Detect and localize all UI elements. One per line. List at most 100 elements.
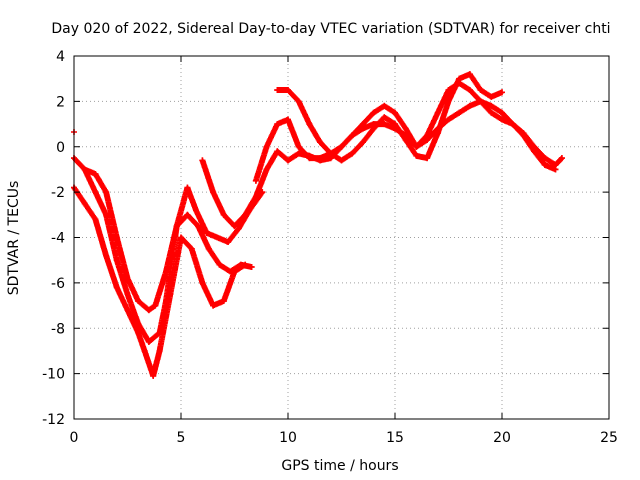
series-trace [252, 80, 559, 184]
data-point [252, 177, 259, 184]
data-point [184, 211, 191, 218]
data-point [552, 166, 559, 173]
data-point [231, 268, 238, 275]
data-point [456, 75, 463, 82]
data-point [113, 257, 120, 264]
data-point [192, 207, 199, 214]
data-point [81, 166, 88, 173]
data-point [252, 193, 259, 200]
data-point [306, 121, 313, 128]
data-point [541, 161, 548, 168]
data-point [263, 166, 270, 173]
x-tick-label: 5 [177, 430, 186, 446]
series-trace-3 [81, 166, 266, 345]
data-point [103, 211, 110, 218]
data-point [103, 252, 110, 259]
data-point [520, 132, 527, 139]
data-point [145, 338, 152, 345]
data-point [477, 98, 484, 105]
y-tick-label: -4 [51, 231, 65, 247]
data-point [156, 329, 163, 336]
data-point [445, 116, 452, 123]
y-tick-label: -2 [51, 185, 65, 201]
y-tick-label: -12 [42, 412, 65, 428]
data-point [402, 125, 409, 132]
data-point [285, 116, 291, 123]
data-point [327, 150, 334, 157]
data-point [225, 239, 232, 246]
data-point [145, 307, 152, 314]
data-point [150, 372, 157, 379]
data-point [103, 189, 110, 196]
data-point [81, 200, 88, 207]
data-point [295, 150, 302, 157]
x-tick-label: 20 [493, 430, 511, 446]
x-tick-label: 0 [70, 430, 79, 446]
data-point [466, 71, 473, 78]
data-point [541, 155, 548, 162]
data-point [359, 139, 366, 146]
x-tick-label: 25 [600, 430, 618, 446]
data-point [231, 223, 238, 230]
data-point [466, 87, 473, 94]
data-point [214, 234, 221, 241]
data-point [370, 125, 377, 132]
data-point [274, 148, 281, 155]
data-point [92, 170, 99, 177]
y-tick-label: 0 [56, 140, 65, 156]
data-point [124, 291, 131, 298]
data-point [135, 298, 142, 305]
data-point [499, 89, 505, 96]
data-point [488, 109, 495, 116]
data-point [499, 109, 505, 116]
data-point [184, 184, 191, 191]
data-point [381, 102, 388, 109]
data-point [242, 261, 249, 268]
data-point [466, 102, 473, 109]
data-point [338, 143, 345, 150]
data-point [173, 223, 180, 230]
data-point [317, 139, 324, 146]
data-point [220, 211, 227, 218]
y-tick-label: -10 [42, 367, 65, 383]
data-point [424, 132, 431, 139]
data-point [392, 109, 398, 116]
data-point [359, 121, 366, 128]
y-axis-label: SDTVAR / TECUs [6, 181, 22, 296]
data-point [434, 130, 441, 137]
data-point [113, 284, 120, 291]
data-point [274, 121, 281, 128]
data-point [349, 150, 356, 157]
data-point [156, 347, 163, 354]
data-point [92, 216, 99, 223]
data-point [477, 87, 484, 94]
chart-title: Day 020 of 2022, Sidereal Day-to-day VTE… [51, 21, 610, 37]
data-point [216, 261, 223, 268]
data-point [210, 189, 217, 196]
data-point [235, 225, 242, 232]
data-point [402, 136, 409, 143]
data-point [135, 320, 142, 327]
data-point [349, 132, 356, 139]
data-point [499, 116, 505, 123]
y-tick-label: 2 [56, 94, 65, 110]
data-point [285, 87, 291, 94]
data-point [424, 155, 431, 162]
data-point [195, 223, 202, 230]
data-point [381, 121, 388, 128]
data-point [445, 98, 452, 105]
series-trace-5 [252, 80, 559, 184]
data-point [203, 229, 210, 236]
data-point [434, 109, 441, 116]
data-point [370, 109, 377, 116]
data-point [113, 234, 120, 241]
y-tick-label: 4 [56, 49, 65, 65]
data-point [285, 157, 291, 164]
data-point [295, 143, 302, 150]
data-series [71, 71, 565, 379]
data-point [413, 143, 420, 150]
data-point [210, 302, 217, 309]
data-point [248, 263, 255, 270]
data-point [199, 157, 206, 164]
data-point [295, 98, 302, 105]
